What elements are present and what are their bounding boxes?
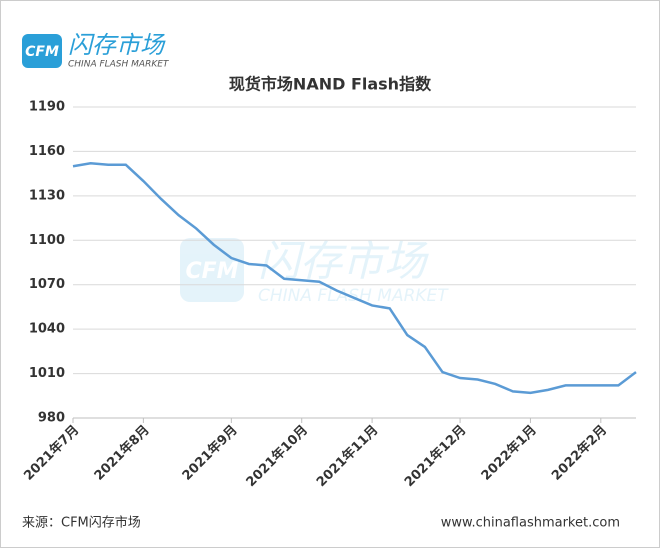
line — [72, 162, 637, 395]
logo-badge-text: CFM — [25, 44, 59, 60]
watermark: CFM 闪存市场 CHINA FLASH MARKET — [180, 237, 449, 306]
y-tick-label: 1070 — [29, 277, 65, 292]
logo-name: 闪存市场 — [68, 31, 166, 59]
website: www.chinaflashmarket.com — [441, 516, 620, 531]
watermark-name: 闪存市场 — [258, 237, 429, 286]
logo-badge — [22, 34, 62, 68]
y-tick-label: 1100 — [29, 233, 65, 248]
source: 来源：CFM闪存市场 — [22, 515, 141, 531]
watermark-badge-text: CFM — [185, 259, 238, 284]
y-tick-label: 1160 — [29, 144, 65, 159]
y-tick-label: 980 — [38, 411, 65, 426]
y-tick-label: 1010 — [29, 366, 65, 381]
y-tick-label: 1190 — [29, 100, 65, 115]
y-tick-label: 1130 — [29, 188, 65, 203]
watermark-sub: CHINA FLASH MARKET — [258, 286, 449, 306]
logo-sub: CHINA FLASH MARKET — [68, 60, 170, 70]
chart-title: 现货市场NAND Flash指数 — [229, 75, 432, 94]
y-tick-label: 1040 — [29, 322, 65, 337]
